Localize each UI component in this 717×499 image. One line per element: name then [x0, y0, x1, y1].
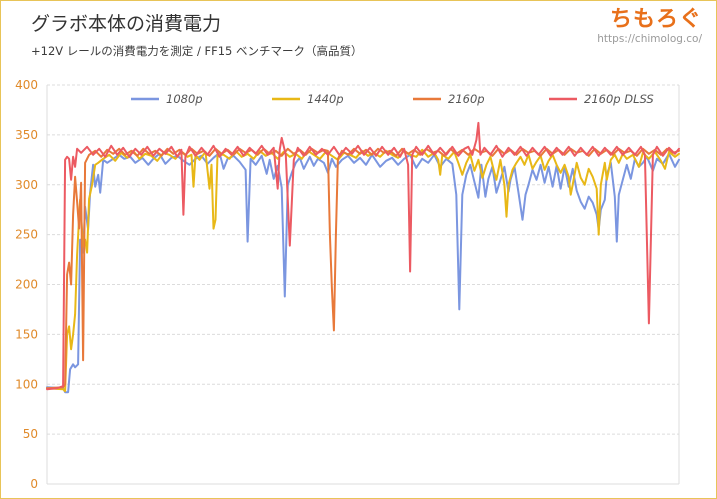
y-tick-label-0: 0	[30, 477, 38, 491]
y-tick-label-250: 250	[15, 228, 38, 242]
y-tick-label-300: 300	[15, 178, 38, 192]
legend-label-2160p-dlss: 2160p DLSS	[584, 92, 654, 106]
chart-subtitle: +12V レールの消費電力を測定 / FF15 ベンチマーク（高品質）	[31, 44, 363, 58]
brand-url: https://chimolog.co/	[597, 33, 702, 45]
y-tick-label-200: 200	[15, 278, 38, 292]
chart-title: グラボ本体の消費電力	[31, 13, 222, 35]
legend-label-1080p: 1080p	[166, 92, 203, 106]
y-tick-label-350: 350	[15, 128, 38, 142]
series-line-1080p	[46, 151, 680, 394]
y-tick-label-150: 150	[15, 327, 38, 341]
y-tick-label-50: 50	[23, 427, 38, 441]
series-line-2160p-dlss	[46, 121, 680, 391]
legend-label-2160p: 2160p	[448, 92, 485, 106]
series-line-1440p	[46, 148, 680, 393]
y-tick-label-100: 100	[15, 377, 38, 391]
brand-logo: ちもろぐ https://chimolog.co/	[597, 7, 702, 46]
brand-name: ちもろぐ	[609, 7, 702, 32]
legend-label-1440p: 1440p	[307, 92, 344, 106]
y-tick-label-400: 400	[15, 78, 38, 92]
